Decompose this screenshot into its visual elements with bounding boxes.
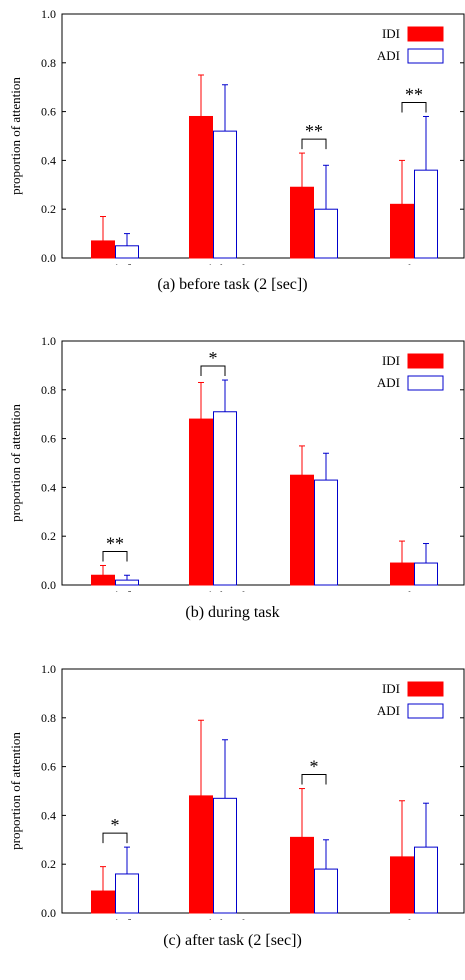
y-axis-label: proportion of attention xyxy=(8,77,23,195)
bar-chart-before-task: 0.0 0.2 0.4 0.6 0.8 1.0 proportion of attentio… xyxy=(8,7,465,265)
significance-bracket xyxy=(301,774,327,785)
chart-panel-b: 0.0 0.2 0.4 0.6 0.8 1.0 proportion of attentio… xyxy=(0,327,465,592)
y-tick-label: 0.4 xyxy=(41,480,56,494)
bar-idi xyxy=(91,574,115,586)
y-tick-label: 0.4 xyxy=(41,808,56,822)
bar-idi xyxy=(189,795,213,914)
x-tick-label: others xyxy=(398,261,430,265)
legend-swatch-idi xyxy=(407,353,444,369)
y-tick-label: 0.0 xyxy=(41,251,56,265)
x-tick-label: parent’s face xyxy=(82,588,148,592)
legend-label-idi: IDI xyxy=(382,681,400,696)
x-tick-label: parent’s hands xyxy=(176,261,251,265)
bar-adi xyxy=(414,169,438,259)
x-tick-label: parent’s face xyxy=(82,261,148,265)
significance-label: * xyxy=(310,757,319,777)
significance-bracket xyxy=(301,138,327,150)
x-tick-label: cups xyxy=(302,261,326,265)
x-tick-label: others xyxy=(398,916,430,920)
significance-bracket xyxy=(102,832,128,844)
bar-idi xyxy=(189,418,213,586)
caption-b: (b) during task xyxy=(185,604,280,621)
significance-label: ** xyxy=(106,533,124,553)
legend-label-idi: IDI xyxy=(382,353,400,368)
caption-c: (c) after task (2 [sec]) xyxy=(163,932,302,949)
bar-adi xyxy=(115,579,139,586)
bar-idi xyxy=(91,240,115,259)
significance-label: ** xyxy=(405,84,423,104)
bar-idi xyxy=(91,890,115,914)
y-tick-label: 0.8 xyxy=(41,711,56,725)
y-tick-label: 0.0 xyxy=(41,906,56,920)
y-tick-label: 0.2 xyxy=(41,202,56,216)
bar-idi xyxy=(290,836,314,914)
significance-bracket xyxy=(401,101,427,113)
y-axis-label: proportion of attention xyxy=(8,404,23,522)
significance-bracket xyxy=(102,550,128,562)
significance-label: * xyxy=(209,348,218,368)
x-tick-label: others xyxy=(398,588,430,592)
bar-adi xyxy=(213,411,237,586)
bar-idi xyxy=(390,203,414,259)
bar-adi xyxy=(213,797,237,914)
y-axis-label: proportion of attention xyxy=(8,732,23,850)
x-tick-label: parent’s hands xyxy=(176,916,251,920)
bar-adi xyxy=(213,130,237,259)
chart-panel-a: 0.0 0.2 0.4 0.6 0.8 1.0 proportion of attentio… xyxy=(0,0,465,265)
x-tick-label: parent’s face xyxy=(82,916,148,920)
significance-bracket xyxy=(200,365,226,377)
y-tick-label: 1.0 xyxy=(41,334,56,348)
significance-label: * xyxy=(111,815,120,835)
bar-idi xyxy=(390,856,414,914)
bar-adi xyxy=(414,562,438,586)
x-tick-label: cups xyxy=(302,588,326,592)
legend-swatch-adi xyxy=(407,48,444,64)
legend-label-idi: IDI xyxy=(382,26,400,41)
y-tick-label: 0.8 xyxy=(41,383,56,397)
legend-swatch-adi xyxy=(407,375,444,391)
y-tick-label: 0.8 xyxy=(41,56,56,70)
plot-frame xyxy=(61,340,465,586)
plot-frame xyxy=(61,13,465,259)
legend-swatch-adi xyxy=(407,703,444,719)
chart-panel-c: 0.0 0.2 0.4 0.6 0.8 1.0 proportion of attentio… xyxy=(0,655,465,920)
bar-idi xyxy=(390,562,414,586)
y-tick-label: 0.0 xyxy=(41,578,56,592)
y-tick-label: 1.0 xyxy=(41,7,56,21)
legend-swatch-idi xyxy=(407,26,444,42)
y-tick-label: 0.6 xyxy=(41,105,56,119)
bar-chart-during-task: 0.0 0.2 0.4 0.6 0.8 1.0 proportion of attentio… xyxy=(8,334,465,592)
x-tick-label: cups xyxy=(302,916,326,920)
bar-idi xyxy=(290,186,314,259)
significance-label: ** xyxy=(305,121,323,141)
bar-idi xyxy=(290,474,314,586)
legend-label-adi: ADI xyxy=(377,48,400,63)
caption-a: (a) before task (2 [sec]) xyxy=(157,276,308,293)
legend-label-adi: ADI xyxy=(377,375,400,390)
y-tick-label: 0.2 xyxy=(41,529,56,543)
y-tick-label: 0.2 xyxy=(41,857,56,871)
bar-adi xyxy=(414,846,438,914)
y-tick-label: 0.6 xyxy=(41,432,56,446)
bar-idi xyxy=(189,115,213,259)
plot-frame xyxy=(61,668,465,914)
bar-adi xyxy=(314,868,338,914)
x-tick-label: parent’s hands xyxy=(176,588,251,592)
y-tick-label: 1.0 xyxy=(41,662,56,676)
legend-swatch-idi xyxy=(407,681,444,697)
bar-adi xyxy=(314,208,338,259)
y-tick-label: 0.6 xyxy=(41,760,56,774)
bar-adi xyxy=(314,479,338,586)
bar-chart-after-task: 0.0 0.2 0.4 0.6 0.8 1.0 proportion of attentio… xyxy=(8,662,465,920)
legend-label-adi: ADI xyxy=(377,703,400,718)
y-tick-label: 0.4 xyxy=(41,153,56,167)
bar-adi xyxy=(115,873,139,914)
bar-adi xyxy=(115,245,139,259)
